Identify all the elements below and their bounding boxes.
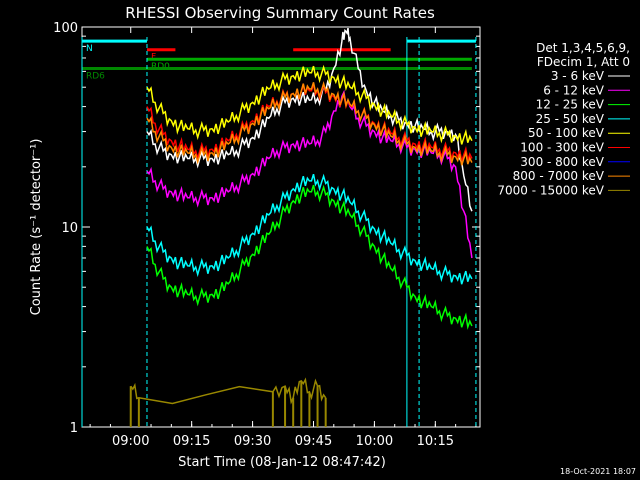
- legend-label-7: 800 - 7000 keV: [513, 169, 605, 183]
- chart-title: RHESSI Observing Summary Count Rates: [125, 4, 435, 22]
- y-tick-label-1: 10: [61, 221, 78, 236]
- legend-label-5: 100 - 300 keV: [520, 141, 604, 155]
- legend-label-0: 3 - 6 keV: [551, 69, 605, 83]
- legend-label-8: 7000 - 15000 keV: [497, 183, 604, 197]
- series-line-0: [146, 27, 473, 212]
- axis-ticks: 09:00 09:15 09:30 09:45 10:00 10:15 1 10 100: [53, 21, 480, 449]
- x-tick-label-4: 10:00: [356, 434, 393, 449]
- legend-label-1: 6 - 12 keV: [543, 83, 605, 97]
- legend-label-4: 50 - 100 keV: [528, 126, 605, 140]
- vertical-markers: [81, 37, 477, 427]
- x-tick-label-1: 09:15: [173, 434, 210, 449]
- flag-label-5: RD6: [86, 72, 105, 82]
- flag-label-2: F: [151, 53, 156, 63]
- series-line-3: [146, 173, 473, 285]
- legend-label-6: 300 - 800 keV: [520, 155, 604, 169]
- x-tick-label-2: 09:30: [234, 434, 271, 449]
- footer-timestamp: 18-Oct-2021 18:07: [560, 467, 636, 476]
- legend-label-2: 12 - 25 keV: [536, 98, 605, 112]
- x-tick-label-3: 09:45: [295, 434, 332, 449]
- y-tick-label-0: 1: [70, 421, 78, 436]
- series-line-7: [146, 81, 473, 166]
- legend-header-2: FDecim 1, Att 0: [537, 55, 630, 69]
- x-tick-label-0: 09:00: [112, 434, 149, 449]
- series-line-2: [146, 184, 473, 330]
- series-line-4: [146, 64, 473, 145]
- y-axis-label: Count Rate (s⁻¹ detector⁻¹): [29, 139, 44, 316]
- x-tick-label-5: 10:15: [417, 434, 454, 449]
- legend-header-1: Det 1,3,4,5,6,9,: [536, 41, 630, 55]
- y-tick-label-2: 100: [53, 21, 78, 36]
- legend-label-3: 25 - 50 keV: [536, 112, 605, 126]
- data-series: [129, 27, 473, 427]
- flag-label-0: N: [86, 44, 93, 54]
- series-line-5: [146, 82, 473, 162]
- x-axis-label: Start Time (08-Jan-12 08:47:42): [178, 455, 386, 470]
